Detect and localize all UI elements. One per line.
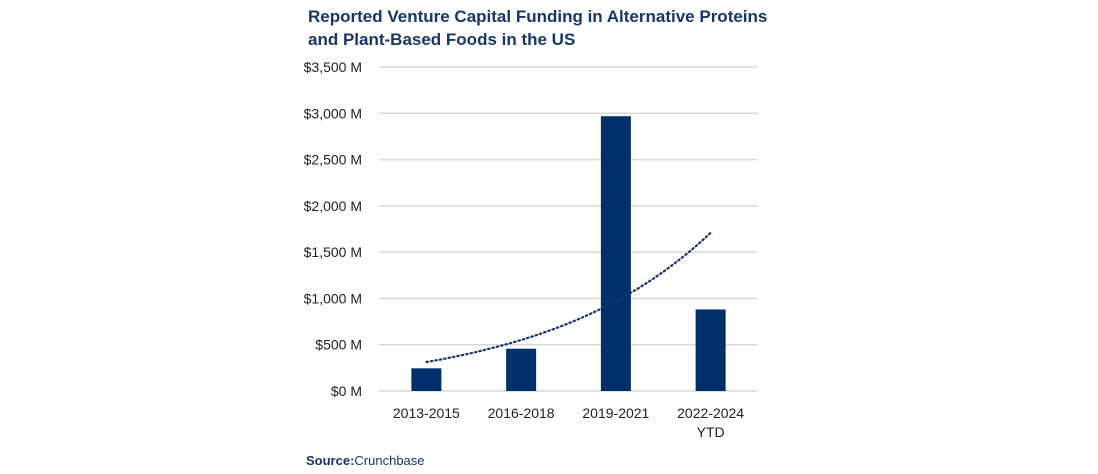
bar [411, 368, 442, 391]
y-tick-label: $3,000 M [304, 105, 362, 121]
x-tick-label: 2016-2018 [488, 405, 555, 421]
x-tick-label: 2013-2015 [393, 405, 460, 421]
x-tick-label: 2019-2021 [582, 405, 649, 421]
bar [506, 348, 537, 391]
x-tick-label: YTD [697, 424, 725, 440]
y-tick-label: $3,500 M [304, 59, 362, 75]
trendline [425, 231, 712, 364]
y-tick-label: $1,500 M [304, 244, 362, 260]
source-label: Source: [306, 453, 355, 468]
y-tick-label: $2,500 M [304, 152, 362, 168]
y-tick-label: $1,000 M [304, 290, 362, 306]
chart-title: Reported Venture Capital Funding in Alte… [308, 7, 768, 49]
y-tick-label: $500 M [315, 337, 362, 353]
bar [695, 309, 726, 391]
bar [600, 116, 631, 392]
source-text: Crunchbase [354, 453, 425, 468]
x-tick-label: 2022-2024 [677, 405, 744, 421]
source-note: Source:Crunchbase [306, 453, 425, 468]
y-tick-label: $0 M [331, 383, 362, 399]
y-tick-label: $2,000 M [304, 198, 362, 214]
